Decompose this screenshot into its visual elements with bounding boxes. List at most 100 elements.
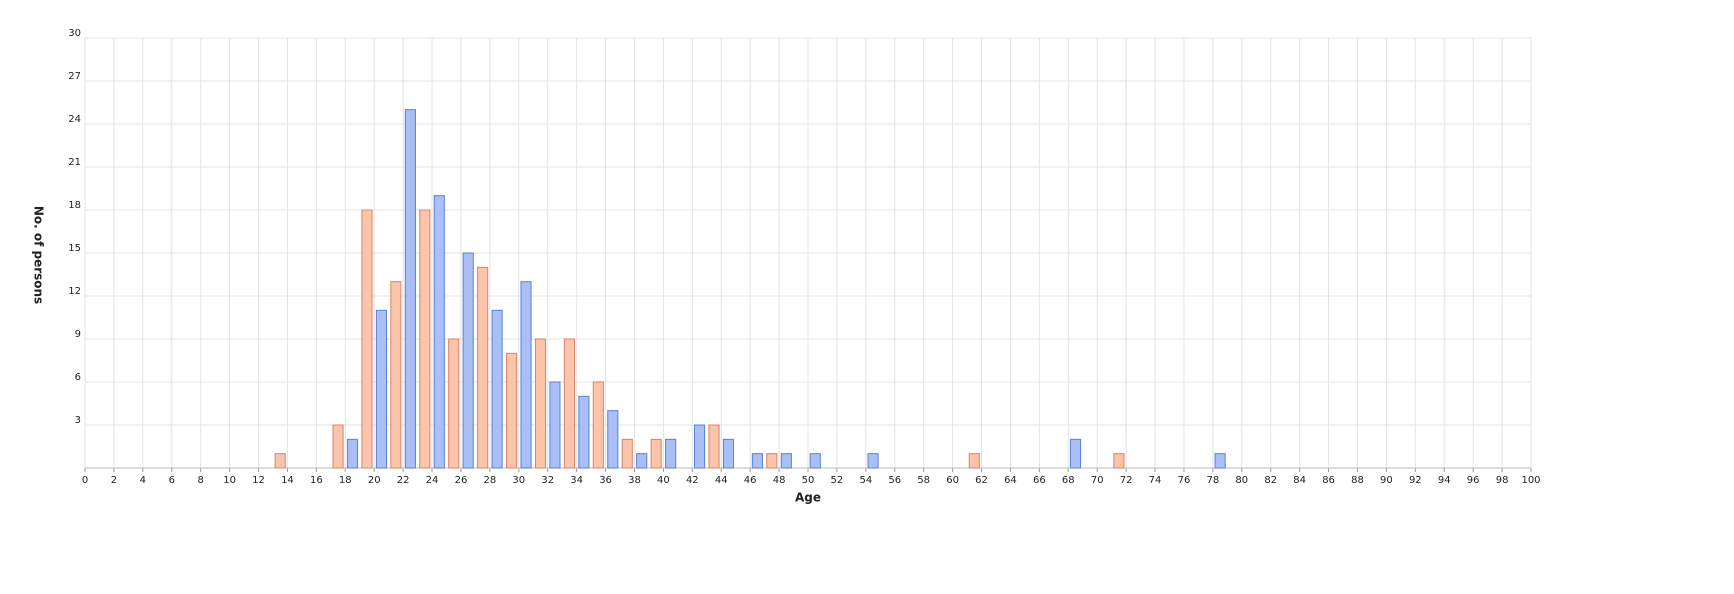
bar [520, 281, 532, 469]
x-tick-label: 70 [1091, 475, 1104, 486]
x-tick-label: 56 [888, 475, 901, 486]
bar [708, 424, 720, 469]
x-tick-label: 90 [1380, 475, 1393, 486]
y-tick-label: 21 [68, 157, 81, 168]
y-tick-label: 24 [68, 114, 81, 125]
x-tick-label: 52 [831, 475, 844, 486]
x-tick-label: 100 [1521, 475, 1540, 486]
bar [621, 438, 633, 469]
x-tick-label: 8 [197, 475, 203, 486]
x-tick-label: 10 [223, 475, 236, 486]
bar [332, 424, 344, 469]
x-tick-label: 28 [484, 475, 497, 486]
y-tick-label: 27 [68, 71, 81, 82]
bar [534, 338, 547, 469]
x-tick-label: 60 [946, 475, 959, 486]
y-tick-label: 6 [75, 372, 81, 383]
bar [722, 438, 735, 469]
x-tick-label: 50 [802, 475, 815, 486]
x-tick-label: 32 [541, 475, 554, 486]
y-tick-label: 15 [68, 243, 81, 254]
x-tick-label: 20 [368, 475, 381, 486]
x-tick-label: 74 [1149, 475, 1162, 486]
bar [751, 453, 763, 469]
bar [1214, 453, 1226, 469]
bar [375, 309, 387, 469]
bar [1113, 453, 1125, 469]
x-tick-label: 48 [773, 475, 786, 486]
y-tick-label: 30 [68, 28, 81, 39]
y-tick-label: 18 [68, 200, 81, 211]
x-tick-label: 6 [169, 475, 175, 486]
x-tick-label: 66 [1033, 475, 1046, 486]
x-tick-label: 44 [715, 475, 728, 486]
bar [636, 453, 648, 469]
x-tick-label: 34 [570, 475, 583, 486]
bar [433, 195, 445, 469]
bar [274, 453, 286, 469]
bar [766, 453, 778, 469]
x-tick-label: 64 [1004, 475, 1017, 486]
bar [592, 381, 604, 469]
bar [390, 281, 402, 469]
bar [549, 381, 561, 469]
bar [650, 438, 662, 469]
bar [563, 338, 575, 469]
bar [809, 453, 821, 469]
x-tick-label: 12 [252, 475, 265, 486]
x-axis-title: Age [795, 491, 821, 505]
x-tick-label: 18 [339, 475, 352, 486]
x-tick-label: 30 [512, 475, 525, 486]
x-tick-label: 96 [1467, 475, 1480, 486]
y-tick-label: 12 [68, 286, 81, 297]
x-tick-label: 26 [455, 475, 468, 486]
x-tick-label: 78 [1207, 475, 1220, 486]
x-tick-label: 2 [111, 475, 117, 486]
x-tick-label: 72 [1120, 475, 1133, 486]
x-tick-label: 98 [1496, 475, 1509, 486]
x-tick-label: 58 [917, 475, 930, 486]
x-tick-label: 22 [397, 475, 410, 486]
x-tick-label: 80 [1235, 475, 1248, 486]
bar [867, 453, 879, 469]
bar [477, 266, 489, 469]
x-tick-label: 86 [1322, 475, 1335, 486]
bar [968, 453, 980, 469]
bar [361, 209, 373, 469]
bar [346, 438, 359, 469]
x-tick-label: 82 [1264, 475, 1277, 486]
y-tick-label: 3 [75, 415, 81, 426]
x-tick-label: 40 [657, 475, 670, 486]
x-tick-label: 24 [426, 475, 439, 486]
x-tick-label: 4 [140, 475, 146, 486]
bar [491, 309, 503, 469]
bar [693, 424, 706, 469]
y-axis-title: No. of persons [32, 206, 46, 304]
x-tick-label: 42 [686, 475, 699, 486]
bar [578, 395, 590, 469]
x-tick-label: 68 [1062, 475, 1075, 486]
bar [462, 252, 474, 469]
x-tick-label: 14 [281, 475, 294, 486]
bar [448, 338, 460, 469]
bar [607, 410, 619, 469]
bar [506, 352, 518, 469]
x-tick-label: 62 [975, 475, 988, 486]
x-tick-label: 54 [859, 475, 872, 486]
x-tick-label: 94 [1438, 475, 1451, 486]
x-tick-label: 88 [1351, 475, 1364, 486]
bar [780, 453, 792, 469]
x-tick-label: 38 [628, 475, 641, 486]
x-tick-label: 76 [1178, 475, 1191, 486]
x-tick-label: 92 [1409, 475, 1422, 486]
x-tick-label: 84 [1293, 475, 1306, 486]
x-tick-label: 46 [744, 475, 757, 486]
bar [404, 109, 416, 469]
bar [665, 438, 677, 469]
bar [1069, 438, 1082, 469]
x-tick-label: 0 [82, 475, 88, 486]
y-tick-label: 9 [75, 329, 81, 340]
x-tick-label: 16 [310, 475, 323, 486]
x-tick-label: 36 [599, 475, 612, 486]
